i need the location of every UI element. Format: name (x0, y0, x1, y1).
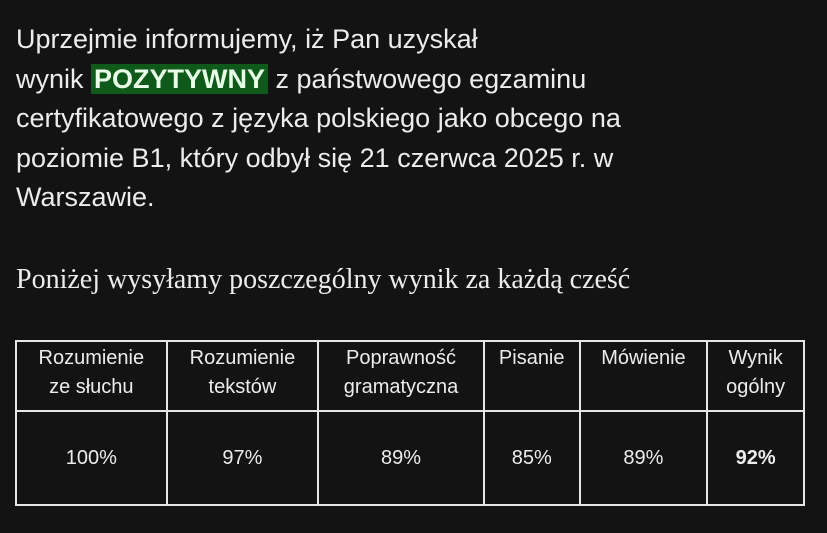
values-row: 100% 97% 89% 85% 89% 92% (15, 410, 805, 506)
header-cell: Mówienie (578, 340, 709, 412)
intro-text: wynik (16, 63, 92, 94)
value-cell: 97% (165, 410, 320, 506)
header-text: Pisanie (498, 347, 565, 369)
intro-line: Warszawie. (16, 182, 155, 212)
header-text: Poprawność (346, 347, 457, 369)
header-cell: Wynik ogólny (706, 340, 805, 412)
intro-line: poziomie B1, który odbył się 21 czerwca … (16, 142, 614, 173)
overall-value-cell: 92% (706, 410, 805, 506)
header-text: Rozumienie (38, 347, 145, 369)
value-cell: 89% (578, 410, 709, 506)
header-row: Rozumienie ze słuchu Rozumienie tekstów Po… (15, 340, 805, 412)
intro-line: certyfikatowego z języka polskiego jako … (16, 103, 621, 133)
header-cell: Rozumienie ze słuchu (15, 340, 168, 412)
header-text: gramatyczna (343, 376, 459, 398)
header-text: Wynik (728, 347, 783, 369)
header-text: tekstów (208, 376, 277, 398)
result-highlight: POZYTYWNY (91, 63, 269, 94)
subtitle: Poniżej wysyłamy poszczególny wynik za k… (16, 264, 631, 295)
results-table: Rozumienie ze słuchu Rozumienie tekstów Po… (15, 340, 805, 506)
intro-line: Uprzejmie informujemy, iż Pan uzyskał (16, 24, 478, 54)
header-text: ze słuchu (49, 376, 134, 398)
header-cell: Rozumienie tekstów (165, 340, 320, 412)
intro-line: wynik POZYTYWNY z państwowego egzaminu (16, 60, 621, 100)
header-text: Rozumienie (189, 347, 296, 369)
header-cell: Poprawność gramatyczna (317, 340, 485, 412)
value-cell: 89% (317, 410, 485, 506)
result-message: Uprzejmie informujemy, iż Pan uzyskał wy… (16, 20, 621, 218)
header-text: Mówienie (601, 347, 686, 369)
value-cell: 100% (15, 410, 168, 506)
header-cell: Pisanie (482, 340, 581, 412)
value-cell: 85% (482, 410, 581, 506)
header-text: ogólny (726, 376, 786, 398)
intro-text: z państwowego egzaminu (268, 63, 587, 94)
